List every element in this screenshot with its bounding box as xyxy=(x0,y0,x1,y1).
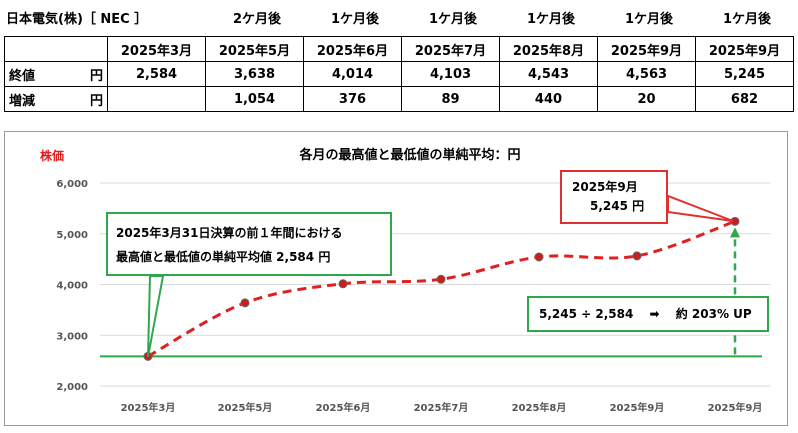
data-point xyxy=(436,274,446,284)
change-cell: 1,054 xyxy=(205,86,304,112)
row-label-change: 増減 円 xyxy=(4,86,108,112)
change-cell: 682 xyxy=(695,86,794,112)
change-cell: 20 xyxy=(597,86,696,112)
end-callout: 2025年9月 5,245 円 xyxy=(560,170,668,224)
x-tick-label: 2025年3月 xyxy=(121,401,176,414)
growth-arrow-head xyxy=(730,227,740,238)
x-tick-label: 2025年6月 xyxy=(316,401,371,414)
data-point xyxy=(338,279,348,289)
month-cell: 2025年7月 xyxy=(401,36,500,62)
ratio-callout: 5,245 ÷ 2,584 ➡ 約 203% UP xyxy=(527,296,769,332)
ratio-text: 5,245 ÷ 2,584 ➡ 約 203% UP xyxy=(539,307,752,321)
header-month-gap: 1ケ月後 xyxy=(722,12,772,27)
callout-line: 2025年3月31日決算の前１年間における xyxy=(116,226,343,240)
y-tick-label: 4,000 xyxy=(56,281,88,292)
x-tick-label: 2025年9月 xyxy=(708,401,763,414)
row-label-text: 終値 xyxy=(9,68,36,84)
start-callout-pointer xyxy=(147,275,165,358)
start-callout: 2025年3月31日決算の前１年間における 最高値と最低値の単純平均値 2,58… xyxy=(106,212,392,276)
price-table: 2025年3月 2025年5月 2025年6月 2025年7月 2025年8月 … xyxy=(4,36,794,112)
close-cell: 5,245 xyxy=(695,61,794,87)
header-month-gap: 2ケ月後 xyxy=(232,12,282,27)
x-tick-label: 2025年5月 xyxy=(218,401,273,414)
close-cell: 4,014 xyxy=(303,61,402,87)
callout-line: 5,245 円 xyxy=(590,199,645,213)
data-point xyxy=(240,298,250,308)
y-tick-label: 2,000 xyxy=(56,382,88,393)
table-row: 増減 円 1,054 376 89 440 20 682 xyxy=(4,86,794,112)
month-cell: 2025年9月 xyxy=(695,36,794,62)
chart-frame xyxy=(4,131,788,426)
change-cell: 440 xyxy=(499,86,598,112)
row-label-close: 終値 円 xyxy=(4,61,108,87)
end-callout-pointer xyxy=(667,194,734,222)
row-unit: 円 xyxy=(89,68,103,84)
header-month-gap: 1ケ月後 xyxy=(428,12,478,27)
x-tick-label: 2025年9月 xyxy=(610,401,665,414)
close-cell: 2,584 xyxy=(107,61,206,87)
header-month-gap: 1ケ月後 xyxy=(624,12,674,27)
close-cell: 4,563 xyxy=(597,61,696,87)
y-tick-label: 3,000 xyxy=(56,331,88,342)
y-axis-label: 株価 xyxy=(40,148,64,163)
table-row: 終値円 2,584 3,638 4,014 4,103 4,543 4,563 … xyxy=(4,61,794,87)
x-tick-label: 2025年7月 xyxy=(414,401,469,414)
data-point xyxy=(632,251,642,261)
x-tick-label: 2025年8月 xyxy=(512,401,567,414)
change-cell: 89 xyxy=(401,86,500,112)
data-point xyxy=(534,252,544,262)
row-unit: 円 xyxy=(89,93,103,109)
callout-line: 2025年9月 xyxy=(572,180,638,194)
y-tick-label: 6,000 xyxy=(56,179,88,190)
y-tick-label: 5,000 xyxy=(56,230,88,241)
change-cell xyxy=(107,86,206,112)
header-month-gap: 1ケ月後 xyxy=(330,12,380,27)
change-cell: 376 xyxy=(303,86,402,112)
month-cell: 2025年3月 xyxy=(107,36,206,62)
stock-title: 日本電気(株)［ NEC ］ xyxy=(6,12,148,27)
callout-line: 最高値と最低値の単純平均値 2,584 円 xyxy=(116,250,331,264)
row-label-text: 増減 xyxy=(9,93,36,109)
chart-title: 各月の最高値と最低値の単純平均：円 xyxy=(298,147,520,163)
header-month-gap: 1ケ月後 xyxy=(526,12,576,27)
